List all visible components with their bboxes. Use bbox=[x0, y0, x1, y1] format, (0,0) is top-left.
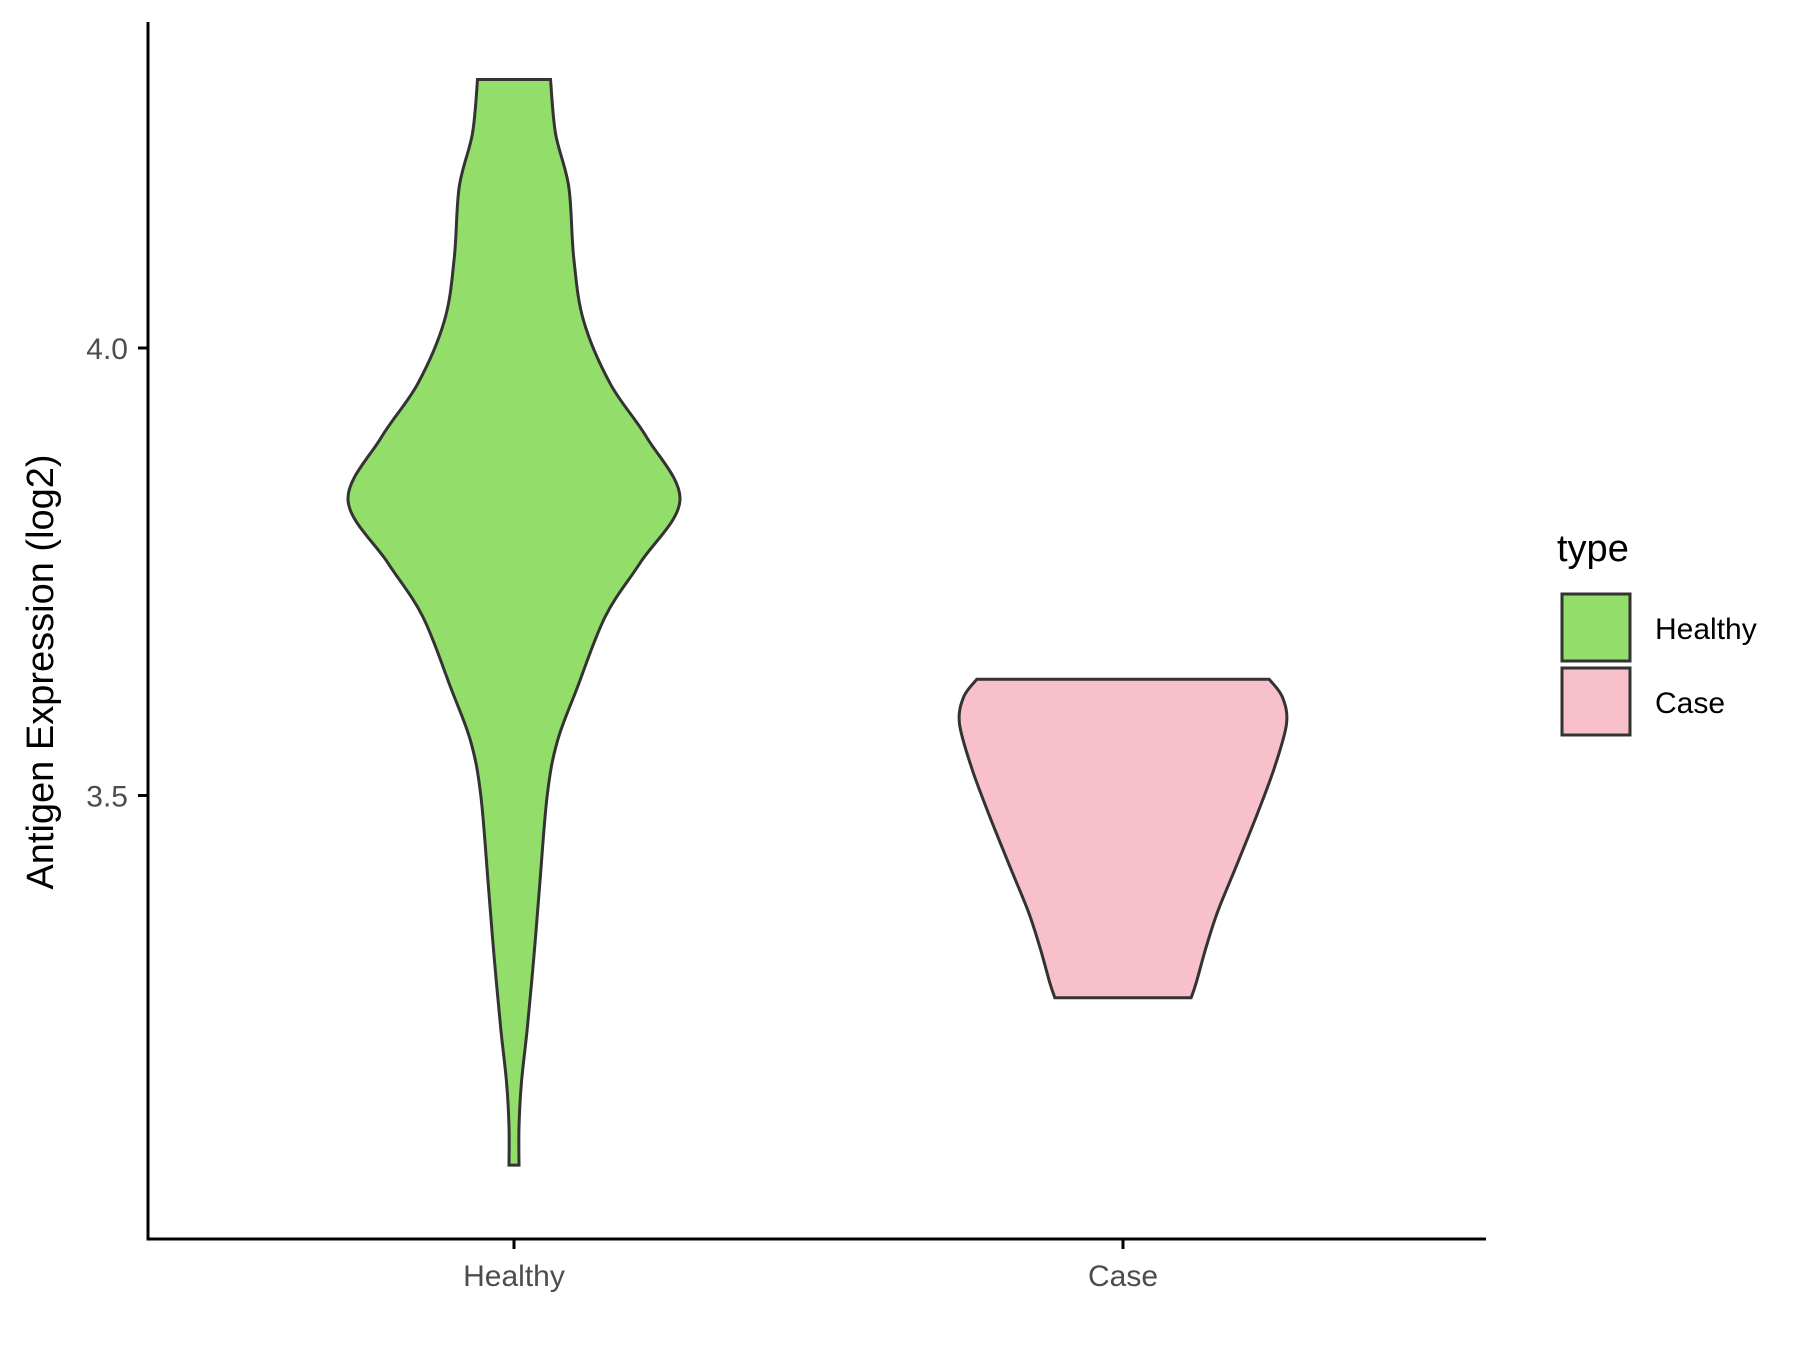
x-tick-label: Case bbox=[1088, 1260, 1158, 1293]
x-tick-label: Healthy bbox=[463, 1260, 565, 1293]
violin-case bbox=[957, 677, 1289, 1000]
legend-label-case: Case bbox=[1655, 687, 1725, 720]
x-axis-ticks: Healthy Case bbox=[463, 1239, 1158, 1293]
violin-healthy bbox=[346, 78, 682, 1167]
y-tick-label: 4.0 bbox=[86, 333, 128, 366]
y-axis-ticks: 3.5 4.0 bbox=[86, 333, 148, 814]
legend: type Healthy Case bbox=[1557, 528, 1757, 737]
y-axis-title: Antigen Expression (log2) bbox=[20, 454, 62, 889]
y-tick-label: 3.5 bbox=[86, 781, 128, 814]
legend-label-healthy: Healthy bbox=[1655, 613, 1757, 646]
violins-layer bbox=[346, 78, 1289, 1167]
legend-key-case bbox=[1560, 666, 1632, 737]
legend-title: type bbox=[1557, 528, 1629, 570]
legend-key-healthy bbox=[1560, 592, 1632, 663]
